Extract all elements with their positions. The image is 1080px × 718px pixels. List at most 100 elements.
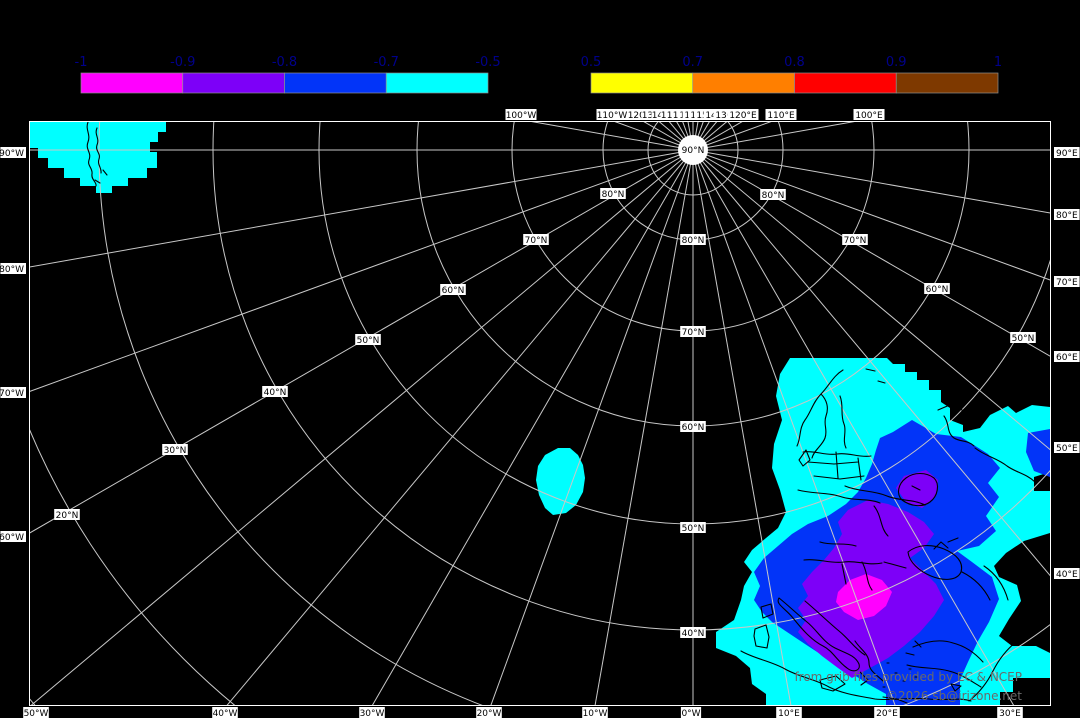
graticule-label: 110°W [597, 111, 628, 121]
black-sea-coastline [907, 537, 963, 580]
graticule-label-box [0, 387, 27, 398]
magenta-core [836, 574, 892, 620]
graticule-label-box [776, 707, 802, 718]
coastlines-and-borders [86, 121, 1036, 704]
graticule-label: 90°W [0, 149, 24, 159]
blue-patch-levant [950, 600, 992, 640]
graticule-label-box [0, 263, 27, 274]
graticule-label-box [680, 522, 706, 533]
graticule-label: 90°E [1056, 149, 1078, 159]
graticule-label: 40°N [264, 388, 287, 398]
graticule-label: 110°E [767, 111, 795, 121]
graticule-label-box [680, 326, 706, 337]
graticule-label-box [1054, 147, 1080, 158]
graticule-label-box [1054, 209, 1080, 220]
graticule-label-box [997, 707, 1023, 718]
africa-levant-coastline [740, 640, 1018, 702]
graticule-label: 70°N [844, 236, 867, 246]
graticule-label-box [600, 188, 626, 199]
graticule-label: 10°E [778, 709, 800, 718]
turkey-coastline [905, 565, 1009, 692]
colorbar-segment [284, 72, 387, 94]
graticule-label: 80°N [762, 191, 785, 201]
colorbar-tick-label: 0.5 [581, 55, 602, 70]
graticule-label: 0°W [681, 709, 700, 718]
graticule-label: 20°W [477, 709, 502, 718]
colorbar-segment [794, 72, 897, 94]
colorbar-segment [80, 72, 184, 94]
graticule-label: 20°E [876, 709, 898, 718]
meridian-line [692, 149, 1051, 281]
graticule-label: 40°E [1056, 570, 1078, 580]
baltic-coastline-borders [798, 449, 872, 481]
arctic-canada-patch [29, 121, 166, 193]
graticule-label: 80°E [1056, 211, 1078, 221]
graticule-label: 80°W [0, 265, 24, 275]
colorbar-tick-label: -1 [75, 55, 88, 70]
meridian-line [692, 149, 896, 706]
colorbar-segment [590, 72, 694, 94]
graticule-label-box [1054, 442, 1080, 453]
graticule-label: 60°W [0, 533, 24, 543]
graticule-label: 10°W [583, 709, 608, 718]
graticule-label-box [680, 707, 702, 718]
graticule-label-box [765, 109, 797, 120]
graticule-label: 80°N [682, 236, 705, 246]
graticule-label-box [760, 189, 786, 200]
graticule-label-box [440, 284, 466, 295]
meridian-line [29, 149, 694, 706]
graticule-labels: 100°W110°W120°W130°W140°W150°W160°W170°W… [0, 109, 1080, 718]
arctic-coastline [86, 121, 108, 187]
graticule-label: 30°E [999, 709, 1021, 718]
graticule-label-box [582, 707, 608, 718]
colorbar-tick-label: 0.9 [886, 55, 907, 70]
graticule-label: 100°W [506, 111, 537, 121]
meridian-line [692, 149, 1051, 214]
graticule-label-box [359, 707, 385, 718]
scandinavia-coastline [796, 368, 886, 459]
colorbar-tick-label: 0.7 [682, 55, 703, 70]
meridian-line [490, 149, 694, 706]
graticule-label-box [523, 234, 549, 245]
central-europe-borders [797, 485, 926, 537]
meridian-line [692, 149, 1051, 452]
colorbar-segment [182, 72, 285, 94]
graticule-label-box [1054, 351, 1080, 362]
graticule-label-box [680, 144, 706, 155]
graticule-label-box [212, 707, 238, 718]
graticule-label-box [162, 444, 188, 455]
graticule-label-box [476, 707, 502, 718]
graticule-label-box [680, 234, 706, 245]
graticule-label: 70°N [525, 236, 548, 246]
graticule-label-box [1010, 332, 1036, 343]
graticule-label-box [262, 386, 288, 397]
graticule-label-box [505, 109, 537, 120]
meridian-line [692, 149, 1015, 706]
data-source-credit: from grib files provided by EC & NCEP [794, 670, 1022, 684]
graticule-label: 70°N [682, 328, 705, 338]
meridian-line [371, 149, 694, 706]
graticule-label-box [680, 627, 706, 638]
graticule-label-box [1054, 276, 1080, 287]
colorbar-tick-label: 1 [994, 55, 1002, 70]
graticule-label: 70°W [0, 389, 24, 399]
danube-borders [803, 541, 907, 591]
colorbar-tick-label: -0.5 [475, 55, 500, 70]
graticule-label: 30°N [164, 446, 187, 456]
colorbar-segment [692, 72, 795, 94]
graticule-label: 120°E [729, 111, 757, 121]
graticule-label: 60°N [442, 286, 465, 296]
copyright-text: ©2026 sb@irizone.net [886, 689, 1022, 703]
graticule-label: 60°N [682, 423, 705, 433]
graticule-label-box [853, 109, 885, 120]
colorbar-segment [895, 72, 999, 94]
meridian-line [594, 149, 694, 706]
graticule-label: 50°E [1056, 444, 1078, 454]
graticule-label: 50°N [682, 524, 705, 534]
graticule-label-box [355, 334, 381, 345]
graticule-label-box [23, 707, 49, 718]
graticule-label: 60°E [1056, 353, 1078, 363]
meridian-line [29, 149, 694, 393]
